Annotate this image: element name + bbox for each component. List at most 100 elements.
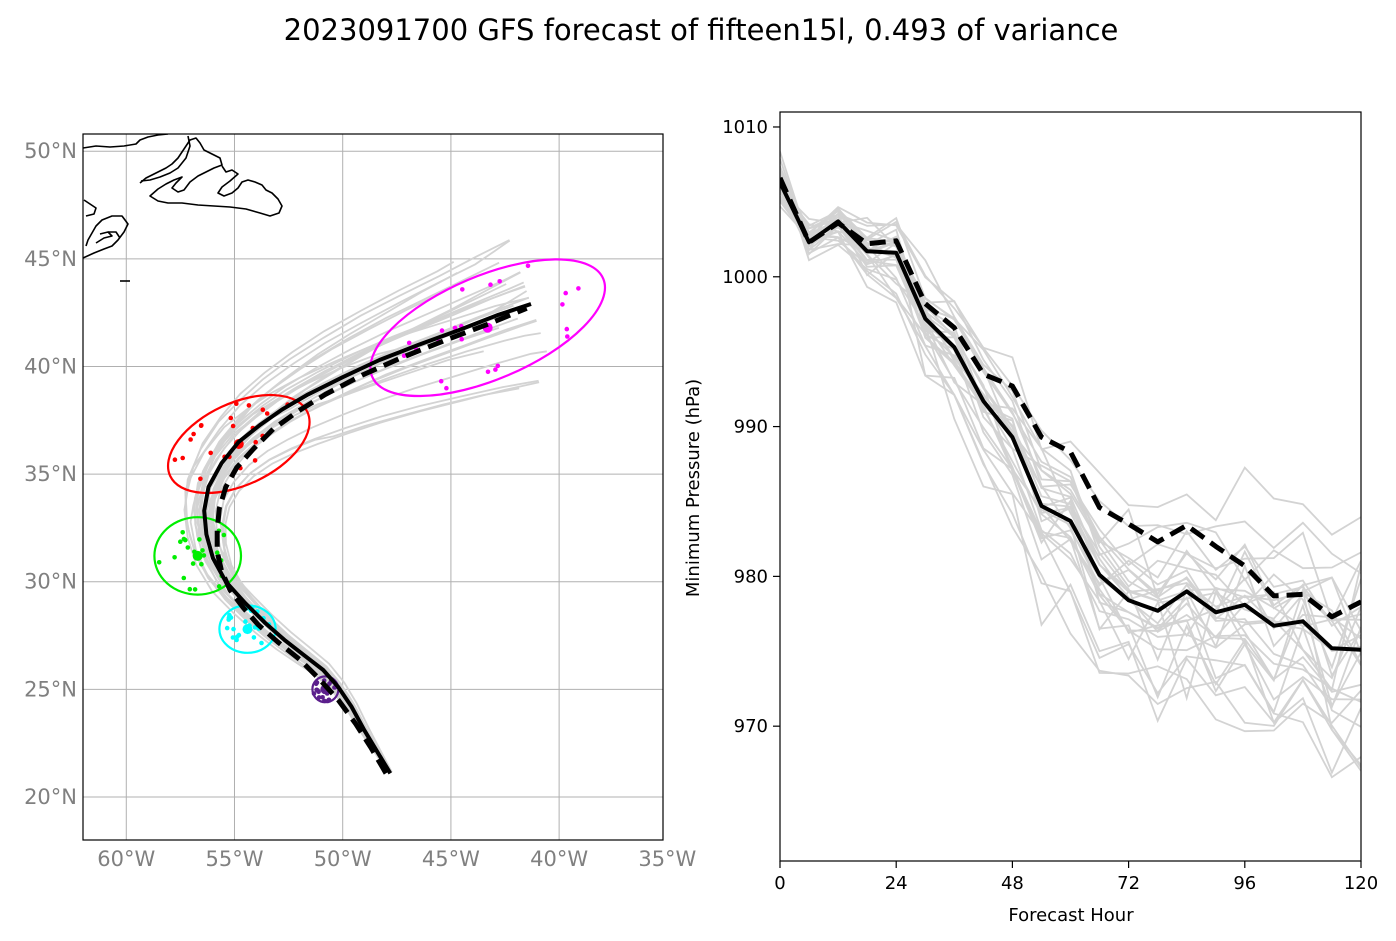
uncertainty-ellipse: [166, 393, 311, 495]
pressure-ensemble-line: [780, 186, 1361, 582]
ellipse-center-dot: [242, 624, 253, 635]
coastline-nova-scotia: [83, 215, 129, 259]
ensemble-position-dot: [214, 550, 220, 555]
ensemble-position-dot: [187, 586, 193, 592]
lat-tick-label: 40°N: [24, 354, 77, 378]
pressure-y-axis-label: Minimum Pressure (hPa): [683, 379, 704, 597]
lon-tick-label: 60°W: [97, 847, 155, 871]
lat-tick-label: 50°N: [24, 139, 77, 163]
pressure-ensemble-line: [780, 173, 1361, 623]
ensemble-position-dot: [314, 687, 320, 693]
ensemble-position-dot: [228, 415, 234, 421]
ensemble-position-dot: [576, 286, 581, 291]
ensemble-position-dot: [172, 555, 177, 560]
pressure-ensemble-line: [780, 151, 1361, 654]
ensemble-position-dot: [221, 532, 227, 538]
ensemble-position-dot: [497, 279, 503, 284]
ensemble-position-dot: [224, 625, 230, 631]
ensemble-position-dot: [438, 378, 444, 384]
ensemble-position-dot: [216, 584, 222, 589]
coastline-island-2: [95, 231, 113, 244]
ensemble-position-dot: [495, 363, 501, 369]
ensemble-position-dot: [230, 423, 236, 429]
ensemble-position-dot: [259, 640, 264, 646]
pressure-ensemble-line: [780, 205, 1361, 627]
coastline-island-3: [83, 199, 97, 217]
ensemble-position-dot: [320, 695, 325, 700]
ensemble-position-dot: [563, 290, 568, 296]
x-tick-label: 24: [885, 873, 908, 894]
ensemble-position-dot: [228, 615, 234, 620]
ensemble-position-dot: [401, 353, 407, 359]
control-track-dashed: [214, 305, 528, 775]
pressure-panel: 0 24 48 72 96 120 970 980 990 1000 1010 Forecast …: [683, 111, 1378, 926]
x-tick-label: 96: [1233, 873, 1256, 894]
ensemble-position-dot: [565, 334, 570, 339]
mean-track-solid: [202, 302, 532, 775]
ensemble-position-dot: [564, 326, 570, 332]
pressure-background: [780, 112, 1361, 861]
ensemble-position-dot: [234, 401, 239, 407]
ensemble-position-dot: [252, 458, 258, 463]
ensemble-position-dot: [180, 530, 185, 535]
coastline-island-1: [139, 137, 283, 217]
pressure-ensemble-line: [780, 195, 1361, 779]
ensemble-position-dot: [243, 619, 248, 624]
coastline-newfoundland: [83, 134, 169, 149]
lon-tick-label: 45°W: [422, 847, 480, 871]
x-tick-label: 72: [1117, 873, 1140, 894]
map-background: [83, 134, 663, 840]
ensemble-position-dot: [459, 336, 465, 342]
ensemble-position-dot: [460, 287, 465, 292]
pressure-main-lines: [780, 176, 1361, 652]
pressure-ensemble-line: [780, 167, 1361, 775]
pressure-ensemble-line: [780, 174, 1361, 575]
ensemble-position-dot: [252, 625, 258, 630]
pressure-ensemble-line: [780, 182, 1361, 701]
x-tick-label: 0: [774, 873, 785, 894]
ensemble-position-dot: [208, 450, 213, 456]
map-gridlines: [83, 134, 663, 840]
uncertainty-ellipse: [153, 516, 243, 596]
lat-tick-label: 20°N: [24, 785, 77, 809]
ensemble-position-dot: [199, 561, 204, 567]
ensemble-position-dot: [201, 553, 207, 558]
ensemble-position-dot: [406, 340, 412, 346]
ensemble-position-dot: [192, 587, 198, 592]
ensemble-position-dot: [199, 423, 204, 428]
lon-tick-label: 35°W: [638, 847, 696, 871]
uncertainty-ellipse: [369, 258, 607, 398]
lat-tick-label: 45°N: [24, 247, 77, 271]
ensemble-position-dot: [230, 635, 236, 640]
figure-title: 2023091700 GFS forecast of fifteen15l, 0…: [284, 13, 1119, 47]
pressure-mean-solid: [780, 181, 1361, 652]
ensemble-position-dot: [231, 626, 236, 632]
lon-tick-label: 40°W: [530, 847, 588, 871]
ensemble-position-dot: [493, 367, 498, 372]
y-tick-label: 1000: [722, 267, 768, 288]
ensemble-position-dot: [488, 282, 493, 288]
y-tick-label: 980: [734, 566, 768, 587]
pressure-ensemble-line: [780, 174, 1361, 766]
main-tracks: [202, 302, 532, 775]
pressure-ensemble-line: [780, 188, 1361, 632]
pressure-ensemble-line: [780, 168, 1361, 678]
pressure-x-axis-label: Forecast Hour: [1008, 905, 1134, 926]
y-tick-label: 970: [734, 716, 768, 737]
ensemble-position-dot: [198, 476, 203, 482]
lat-tick-label: 25°N: [24, 677, 77, 701]
pressure-ensemble-line: [780, 198, 1361, 652]
ensemble-position-dot: [181, 575, 187, 581]
ensemble-position-dot: [439, 328, 445, 333]
ellipse-center-dot: [192, 550, 203, 561]
y-tick-label: 1010: [722, 117, 768, 138]
ensemble-position-dot: [264, 411, 270, 416]
lat-tick-label: 35°N: [24, 462, 77, 486]
ensemble-position-dot: [172, 457, 178, 463]
ensemble-position-dot: [485, 369, 491, 375]
lat-tick-label: 30°N: [24, 570, 77, 594]
ensemble-position-dot: [178, 539, 183, 544]
ensemble-position-dot: [200, 548, 205, 553]
pressure-ensemble-line: [780, 176, 1361, 628]
